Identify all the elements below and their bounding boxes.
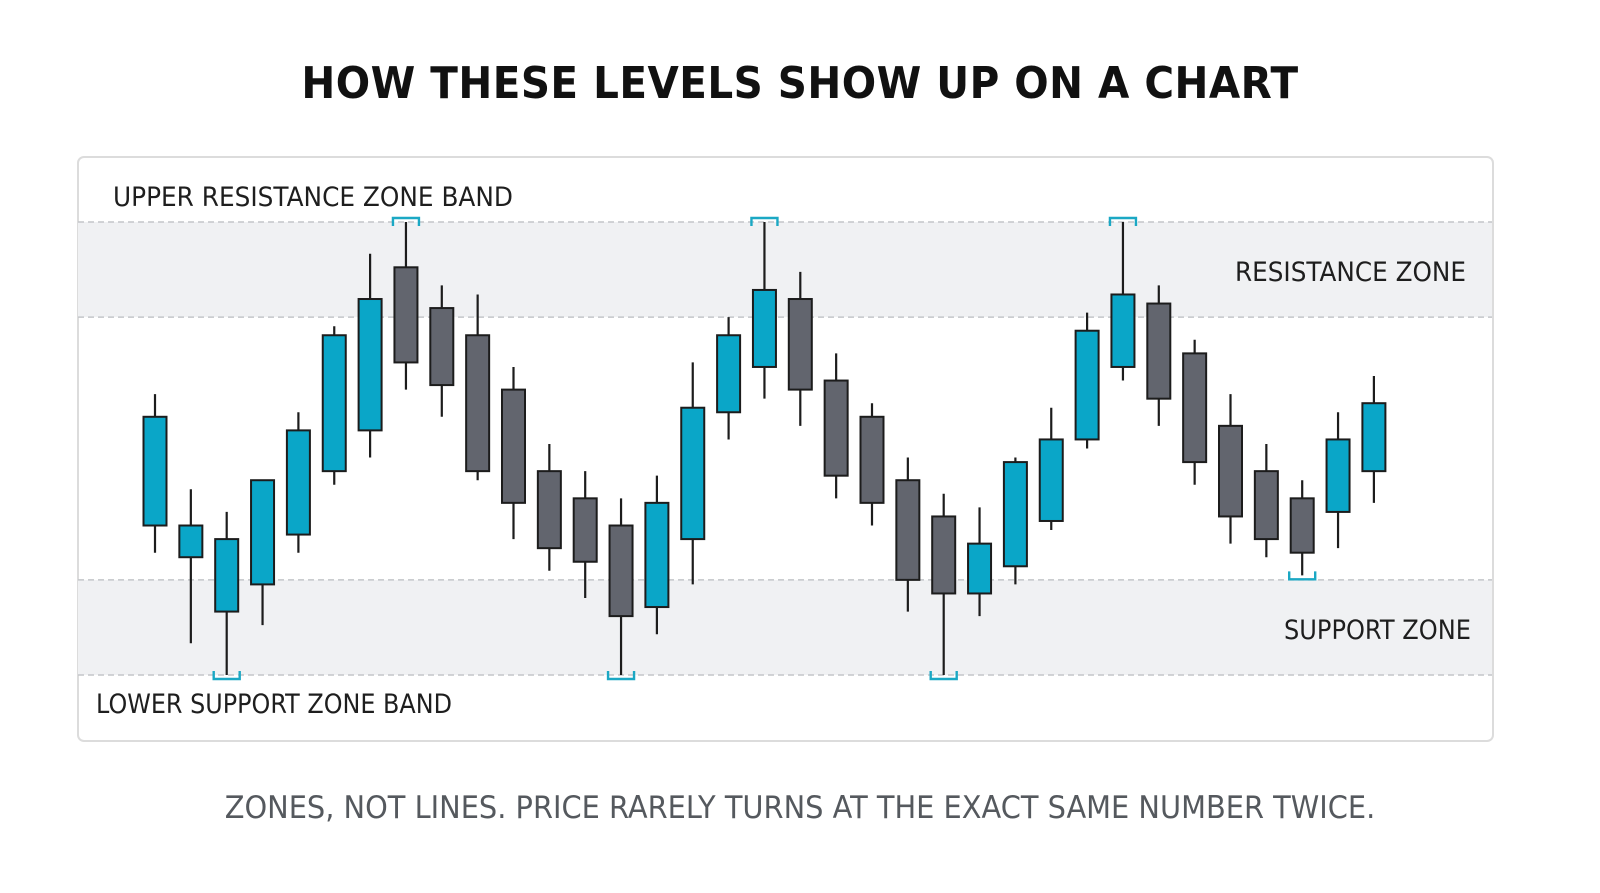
bullish-candle-body — [1002, 461, 1028, 568]
bearish-candle-body — [895, 479, 921, 581]
bullish-candle-body — [1038, 438, 1064, 522]
resistance-touch-marker — [750, 216, 779, 226]
candle — [321, 326, 347, 485]
chart-caption: ZONES, NOT LINES. PRICE RARELY TURNS AT … — [224, 790, 1376, 826]
candle — [859, 403, 885, 526]
bullish-candle-body — [1074, 329, 1100, 441]
bullish-candle-body — [751, 288, 777, 368]
candle — [1146, 285, 1172, 426]
bullish-candle-body — [644, 501, 670, 609]
candle — [716, 317, 742, 440]
resistance-touch-marker — [1108, 216, 1138, 226]
bearish-candle-body — [787, 298, 813, 391]
candle — [1002, 457, 1028, 585]
bullish-candle-body — [680, 406, 706, 541]
resistance-zone-band — [78, 222, 1492, 318]
candle — [1074, 312, 1100, 449]
bearish-candle-body — [1218, 424, 1243, 518]
support-zone-band — [78, 579, 1492, 675]
bullish-candle-body — [716, 334, 742, 414]
bearish-candle-body — [1182, 352, 1208, 464]
bearish-candle-body — [536, 470, 562, 550]
candle — [1253, 443, 1279, 558]
candle — [1218, 394, 1243, 544]
candle — [644, 475, 670, 635]
resistance-touch-marker — [391, 216, 421, 226]
candle — [214, 511, 240, 675]
support-touch-marker — [606, 671, 636, 681]
candle — [1110, 222, 1136, 381]
candle — [178, 489, 204, 644]
support-zone-label: SUPPORT ZONE — [1284, 615, 1471, 646]
upper-resistance-band-label: UPPER RESISTANCE ZONE BAND — [113, 182, 513, 213]
bearish-candle-body — [429, 307, 455, 387]
lower-support-band-label: LOWER SUPPORT ZONE BAND — [96, 689, 452, 720]
bearish-candle-body — [1253, 470, 1279, 541]
support-touch-marker — [212, 671, 241, 681]
bearish-candle-body — [572, 497, 598, 563]
candle — [1325, 412, 1351, 549]
bullish-candle-body — [1361, 402, 1387, 473]
bearish-candle-body — [393, 266, 419, 364]
candle — [501, 366, 526, 540]
bullish-candle-body — [1325, 438, 1351, 513]
candle — [357, 253, 383, 458]
bearish-candle-body — [823, 379, 849, 477]
bullish-candle-body — [357, 298, 383, 432]
candle — [823, 353, 849, 499]
candle — [967, 507, 993, 617]
candle — [142, 394, 168, 553]
candle — [1289, 480, 1315, 576]
candle — [608, 498, 634, 675]
candle — [895, 457, 921, 612]
bearish-candle-body — [1289, 497, 1315, 554]
bearish-candle-body — [608, 524, 634, 618]
bullish-candle-body — [967, 542, 993, 595]
bearish-candle-body — [501, 388, 526, 504]
resistance-zone-label: RESISTANCE ZONE — [1235, 257, 1466, 288]
bullish-candle-body — [1110, 293, 1136, 368]
support-touch-marker — [1288, 571, 1317, 581]
bullish-candle-body — [285, 429, 311, 536]
bearish-candle-body — [1146, 302, 1172, 400]
candle — [1361, 376, 1387, 503]
candle — [680, 362, 706, 585]
candle — [1182, 339, 1208, 485]
candle — [536, 443, 562, 571]
bullish-candle-body — [250, 479, 276, 586]
candle — [572, 471, 598, 598]
chart-title: HOW THESE LEVELS SHOW UP ON A CHART — [301, 58, 1299, 109]
candle — [393, 222, 419, 390]
candle — [931, 493, 957, 675]
candle — [751, 222, 777, 399]
candle — [250, 479, 276, 626]
zones-layer — [78, 221, 1492, 676]
candle — [429, 285, 455, 417]
candle — [465, 294, 491, 481]
bearish-candle-body — [931, 515, 957, 595]
bullish-candle-body — [321, 334, 347, 473]
bullish-candle-body — [214, 538, 240, 613]
bearish-candle-body — [859, 415, 885, 504]
bullish-candle-body — [142, 415, 168, 527]
zone-labels-layer: UPPER RESISTANCE ZONE BAND RESISTANCE ZO… — [96, 182, 1471, 720]
candle — [787, 271, 813, 426]
support-touch-marker — [929, 671, 958, 681]
bullish-candle-body — [178, 524, 204, 559]
touch-markers-layer — [212, 216, 1317, 681]
bearish-candle-body — [465, 334, 491, 473]
candles-layer — [142, 222, 1387, 675]
candle — [1038, 407, 1064, 531]
candle — [285, 412, 311, 553]
